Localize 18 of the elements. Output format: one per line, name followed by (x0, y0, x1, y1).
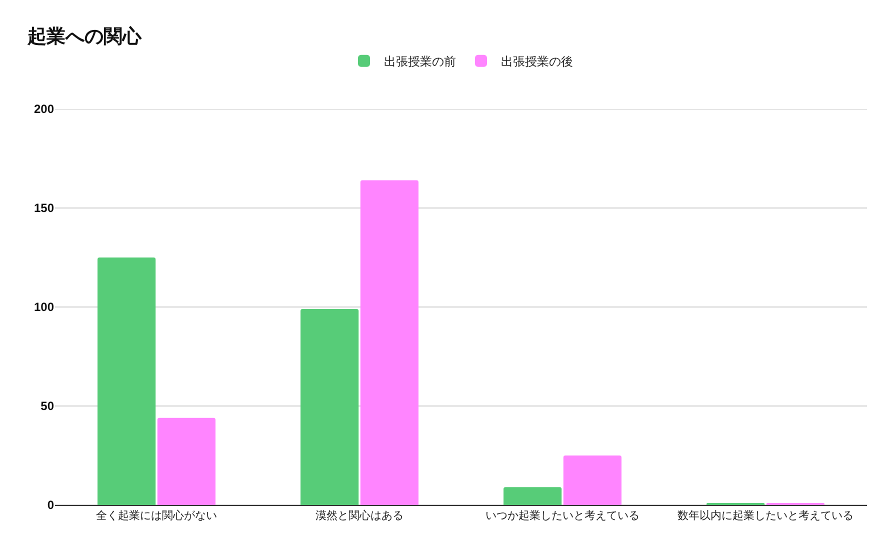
bar (563, 456, 622, 505)
bar (300, 308, 359, 505)
y-tick-label: 0 (47, 498, 54, 512)
x-tick-label: いつか起業したいと考えている (486, 509, 640, 522)
x-tick-label: 数年以内に起業したいと考えている (678, 509, 854, 522)
legend-label: 出張授業の前 (384, 54, 456, 69)
y-tick-label: 50 (40, 399, 54, 414)
bar (504, 487, 562, 505)
bar (98, 258, 156, 505)
bar (360, 180, 418, 505)
y-tick-label: 200 (34, 102, 54, 116)
bar (157, 418, 216, 505)
legend-label: 出張授業の後 (501, 54, 573, 69)
x-tick-label: 漠然と関心はある (316, 509, 404, 522)
chart-title: 起業への関心 (26, 26, 143, 48)
x-tick-label: 全く起業には関心がない (96, 509, 217, 522)
y-tick-label: 100 (34, 300, 54, 314)
y-tick-label: 150 (34, 201, 54, 216)
